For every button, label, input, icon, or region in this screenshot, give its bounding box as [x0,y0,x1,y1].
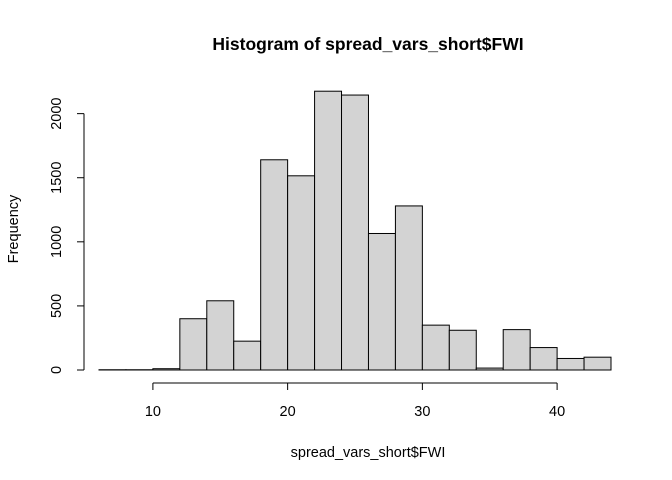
y-tick-label: 1500 [49,162,65,194]
histogram-bar [475,367,504,371]
x-tick-label: 30 [414,404,430,420]
histogram-bar [314,90,343,371]
histogram-bar [152,368,181,371]
histogram-bar [448,329,477,371]
y-axis-label: Frequency [6,194,22,263]
x-tick-label: 20 [280,404,296,420]
histogram-bar [287,175,316,371]
histogram-bar [502,329,531,371]
histogram-bar [583,356,612,371]
histogram-bar [556,357,585,371]
y-axis: 0 500 1000 1500 2000 [49,98,85,374]
histogram-bar [394,205,423,371]
y-tick-label: 1000 [49,226,65,258]
x-tick-label: 40 [549,404,565,420]
histogram-bar [529,347,558,371]
chart-title: Histogram of spread_vars_short$FWI [212,34,523,54]
y-tick-label: 0 [49,366,65,374]
histogram-bar [179,318,208,371]
bars-group [98,90,612,371]
histogram-bar [367,232,396,371]
histogram-bar [341,94,369,371]
x-tick-label: 10 [145,404,161,420]
histogram-bar [260,159,289,371]
histogram-bar [206,300,235,371]
y-tick-label: 500 [49,294,65,318]
histogram-bar [233,340,262,371]
y-tick-label: 2000 [49,98,65,130]
x-axis-label: spread_vars_short$FWI [291,445,446,461]
histogram-bar [421,324,450,371]
x-axis: 10 20 30 40 [145,382,565,420]
